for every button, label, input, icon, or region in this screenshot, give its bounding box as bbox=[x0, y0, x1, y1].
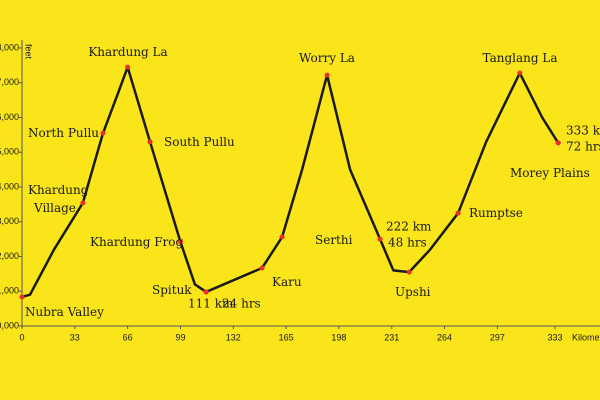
place-marker bbox=[80, 200, 86, 206]
place-marker bbox=[279, 234, 285, 240]
place-label: North Pullu bbox=[28, 126, 99, 140]
y-tick-label: 12,000 bbox=[0, 251, 19, 261]
place-label-line: Worry La bbox=[299, 51, 355, 65]
stage-distance: 222 km bbox=[386, 220, 432, 234]
place-label: Rumptse bbox=[469, 206, 523, 220]
place-label: Tanglang La bbox=[483, 51, 558, 65]
place-label: Khardung La bbox=[88, 45, 167, 59]
stage-time: 48 hrs bbox=[388, 236, 427, 250]
place-label-line: South Pullu bbox=[164, 135, 235, 149]
stage-distance: 111 km bbox=[188, 297, 234, 311]
place-label-line: Khardung bbox=[28, 183, 89, 197]
place-label-line: North Pullu bbox=[28, 126, 99, 140]
place-label: Morey Plains bbox=[510, 166, 590, 180]
place-label-line: Serthi bbox=[315, 233, 353, 247]
place-label: Upshi bbox=[395, 285, 431, 299]
place-label: Spituk bbox=[152, 283, 192, 297]
place-marker bbox=[517, 70, 523, 76]
place-label: South Pullu bbox=[164, 135, 235, 149]
place-label-line: Khardung Frog bbox=[90, 235, 184, 249]
place-label-line: Upshi bbox=[395, 285, 431, 299]
place-marker bbox=[406, 269, 412, 275]
y-tick-label: 10,000 bbox=[0, 320, 19, 330]
place-marker bbox=[147, 139, 153, 145]
place-label-line: Rumptse bbox=[469, 206, 523, 220]
x-tick-label: 66 bbox=[123, 332, 133, 342]
x-tick-label: 297 bbox=[490, 332, 505, 342]
y-tick-label: 16,000 bbox=[0, 112, 19, 122]
place-label-line: Spituk bbox=[152, 283, 192, 297]
stage-time: 72 hrs bbox=[566, 140, 600, 154]
y-tick-label: 11,000 bbox=[0, 286, 19, 296]
place-label: Karu bbox=[272, 275, 302, 289]
place-label-line: Village bbox=[33, 201, 76, 215]
place-marker bbox=[177, 239, 183, 245]
place-label-line: Khardung La bbox=[88, 45, 167, 59]
x-tick-label: 231 bbox=[384, 332, 399, 342]
y-tick-label: 15,000 bbox=[0, 147, 19, 157]
place-label-line: Tanglang La bbox=[483, 51, 558, 65]
x-tick-label: 0 bbox=[19, 332, 24, 342]
x-tick-label: 132 bbox=[226, 332, 241, 342]
stage-time: 24 hrs bbox=[222, 297, 261, 311]
place-label: Nubra Valley bbox=[25, 305, 104, 319]
x-tick-label: 264 bbox=[437, 332, 452, 342]
x-tick-label: 33 bbox=[70, 332, 80, 342]
x-tick-label: 99 bbox=[175, 332, 185, 342]
place-label: Khardung Frog bbox=[90, 235, 184, 249]
place-marker bbox=[203, 289, 209, 295]
x-tick-label: 198 bbox=[331, 332, 346, 342]
place-marker bbox=[19, 294, 25, 300]
place-marker bbox=[125, 64, 131, 70]
stage-distance: 333 km bbox=[566, 124, 600, 138]
x-axis-label: Kilometers bbox=[572, 332, 600, 342]
y-tick-label: 14,000 bbox=[0, 181, 19, 191]
x-tick-label: 165 bbox=[279, 332, 294, 342]
y-tick-label: 13,000 bbox=[0, 216, 19, 226]
place-label-line: Nubra Valley bbox=[25, 305, 104, 319]
place-label: Serthi bbox=[315, 233, 353, 247]
place-label: Worry La bbox=[299, 51, 355, 65]
place-marker bbox=[555, 140, 561, 146]
y-tick-label: 18,000 bbox=[0, 42, 19, 52]
place-marker bbox=[259, 265, 265, 271]
place-marker bbox=[455, 210, 461, 216]
place-marker bbox=[100, 130, 106, 136]
place-label-line: Karu bbox=[272, 275, 302, 289]
place-marker bbox=[377, 236, 383, 242]
place-label: Khardung Village bbox=[28, 183, 89, 215]
y-axis-label: feet bbox=[24, 44, 34, 60]
x-tick-label: 333 bbox=[547, 332, 562, 342]
place-marker bbox=[324, 72, 330, 78]
place-label-line: Morey Plains bbox=[510, 166, 590, 180]
y-tick-label: 17,000 bbox=[0, 77, 19, 87]
